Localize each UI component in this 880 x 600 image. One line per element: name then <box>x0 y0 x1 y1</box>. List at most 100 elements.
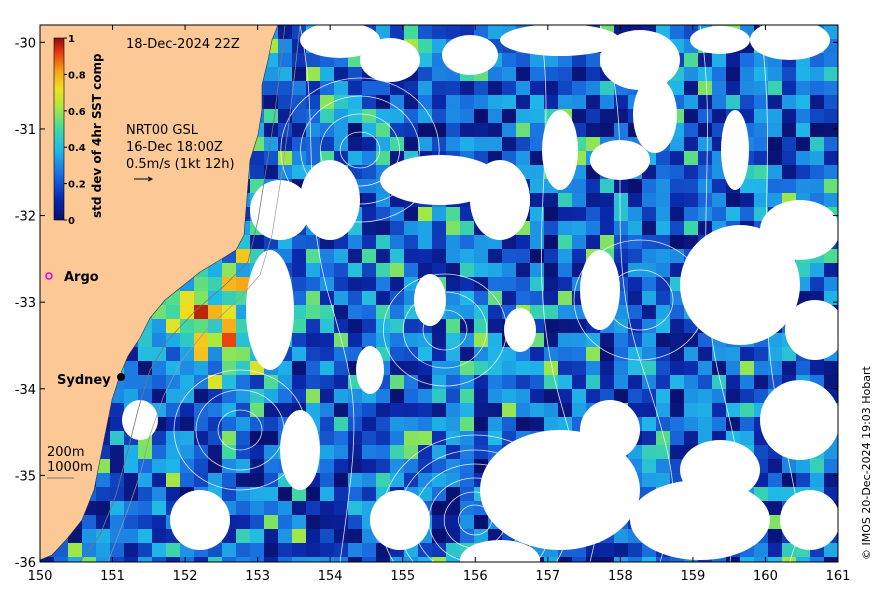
field-cell <box>348 487 362 501</box>
field-cell <box>656 333 670 347</box>
field-cell <box>390 473 404 487</box>
field-cell <box>782 137 796 151</box>
field-cell <box>194 389 208 403</box>
field-cell <box>446 95 460 109</box>
field-cell <box>376 557 390 562</box>
field-cell <box>572 81 586 95</box>
field-cell <box>236 417 250 431</box>
field-cell <box>250 151 264 165</box>
field-cell <box>236 389 250 403</box>
field-cell <box>516 53 530 67</box>
colorbar-tick-label: 0.8 <box>68 70 86 81</box>
field-cell <box>404 319 418 333</box>
cloud-patch <box>370 490 430 550</box>
field-cell <box>810 179 824 193</box>
field-cell <box>152 445 166 459</box>
cloud-patch <box>460 540 540 562</box>
field-cell <box>180 473 194 487</box>
field-cell <box>530 249 544 263</box>
field-cell <box>670 389 684 403</box>
field-cell <box>362 529 376 543</box>
field-cell <box>446 221 460 235</box>
y-tick-label: -35 <box>15 469 36 484</box>
field-cell <box>376 417 390 431</box>
field-cell <box>754 95 768 109</box>
field-cell <box>222 543 236 557</box>
field-cell <box>656 179 670 193</box>
field-cell <box>516 151 530 165</box>
field-cell <box>320 515 334 529</box>
field-cell <box>488 291 502 305</box>
field-cell <box>796 67 810 81</box>
field-cell <box>740 53 754 67</box>
field-cell <box>208 375 222 389</box>
field-cell <box>600 179 614 193</box>
cloud-patch <box>300 160 360 240</box>
field-cell <box>138 515 152 529</box>
field-cell <box>124 543 138 557</box>
field-cell <box>460 333 474 347</box>
field-cell <box>740 81 754 95</box>
field-cell <box>166 487 180 501</box>
field-cell <box>628 193 642 207</box>
field-cell <box>656 459 670 473</box>
field-cell <box>810 53 824 67</box>
field-cell <box>656 389 670 403</box>
field-cell <box>334 263 348 277</box>
field-cell <box>698 347 712 361</box>
field-cell <box>474 137 488 151</box>
field-cell <box>572 333 586 347</box>
field-cell <box>684 193 698 207</box>
field-cell <box>390 347 404 361</box>
model-name-label: NRT00 GSL <box>126 123 199 138</box>
field-cell <box>180 375 194 389</box>
field-cell <box>362 557 376 562</box>
x-tick-label: 157 <box>535 569 560 584</box>
field-cell <box>208 403 222 417</box>
field-cell <box>460 473 474 487</box>
credit-label: © IMOS 20-Dec-2024 19:03 Hobart <box>860 365 873 560</box>
field-cell <box>530 375 544 389</box>
field-cell <box>418 109 432 123</box>
field-cell <box>362 459 376 473</box>
field-cell <box>684 235 698 249</box>
field-cell <box>614 221 628 235</box>
field-cell <box>222 473 236 487</box>
cloud-patch <box>500 25 620 56</box>
field-cell <box>670 557 684 562</box>
field-cell <box>460 375 474 389</box>
field-cell <box>796 95 810 109</box>
field-cell <box>670 137 684 151</box>
field-cell <box>278 95 292 109</box>
field-cell <box>586 347 600 361</box>
field-cell <box>712 557 726 562</box>
field-cell <box>726 207 740 221</box>
field-cell <box>446 403 460 417</box>
field-cell <box>236 431 250 445</box>
field-cell <box>292 515 306 529</box>
field-cell <box>502 123 516 137</box>
field-cell <box>768 473 782 487</box>
field-cell <box>516 67 530 81</box>
field-cell <box>824 459 838 473</box>
field-cell <box>726 403 740 417</box>
field-cell <box>656 263 670 277</box>
field-cell <box>418 67 432 81</box>
field-cell <box>110 501 124 515</box>
field-cell <box>544 375 558 389</box>
field-cell <box>782 179 796 193</box>
field-cell <box>460 515 474 529</box>
field-cell <box>474 123 488 137</box>
field-cell <box>656 305 670 319</box>
field-cell <box>306 361 320 375</box>
field-cell <box>320 543 334 557</box>
field-cell <box>334 459 348 473</box>
field-cell <box>530 123 544 137</box>
field-cell <box>418 263 432 277</box>
field-cell <box>726 557 740 562</box>
field-cell <box>208 277 222 291</box>
field-cell <box>306 487 320 501</box>
field-cell <box>474 25 488 39</box>
field-cell <box>348 417 362 431</box>
field-cell <box>796 361 810 375</box>
